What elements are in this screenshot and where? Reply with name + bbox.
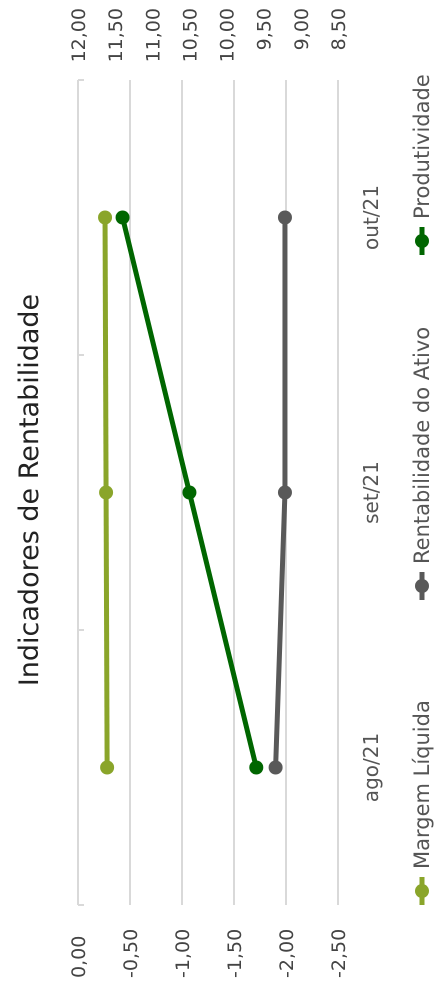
legend-item: Margem Líquida [410, 700, 434, 905]
data-point [277, 485, 292, 500]
data-point [182, 485, 197, 500]
legend-swatch-marker [415, 579, 429, 593]
category-label: ago/21 [359, 733, 383, 802]
left-axis-tick-label: 0,00 [68, 936, 90, 978]
data-point [115, 210, 130, 225]
left-axis-tick-label: -1,50 [224, 929, 246, 978]
right-axis-tick-label: 10,00 [217, 8, 239, 62]
title-group: Indicadores de Rentabilidade [14, 294, 45, 686]
legend-label: Rentabilidade do Ativo [410, 327, 434, 564]
data-point [99, 485, 114, 500]
right-axis-tick-label: 8,50 [328, 8, 350, 50]
category-label: set/21 [359, 461, 383, 524]
data-point [100, 760, 115, 775]
right-axis-tick-label: 9,50 [254, 8, 276, 50]
data-point [268, 760, 283, 775]
series-layer [98, 210, 292, 775]
legend: Margem Líquida Rentabilidade do Ativo Prod… [410, 74, 434, 905]
legend-label: Margem Líquida [410, 700, 434, 869]
right-axis-tick-label: 10,50 [179, 8, 201, 62]
data-point [249, 760, 264, 775]
legend-item: Produtividade [410, 74, 434, 255]
left-axis-tick-label: -2,00 [276, 929, 298, 978]
legend-swatch-marker [415, 234, 429, 248]
axes: 0,00 -0,50 -1,00 -1,50 -2,00 -2,50 12,00 11,50 1… [68, 8, 383, 978]
right-axis-tick-label: 12,00 [68, 8, 90, 62]
chart-title: Indicadores de Rentabilidade [14, 294, 45, 686]
gridlines [129, 80, 339, 905]
category-label: out/21 [359, 185, 383, 250]
right-axis-tick-label: 11,50 [105, 8, 127, 62]
legend-swatch-marker [415, 884, 429, 898]
data-point [277, 210, 292, 225]
legend-label: Produtividade [410, 74, 434, 219]
series-Rentabilidade do Ativo [268, 210, 292, 775]
series-Margem Líquida [98, 210, 115, 775]
right-axis-tick-label: 11,00 [142, 8, 164, 62]
right-axis-tick-label: 9,00 [291, 8, 313, 50]
left-axis-tick-label: -0,50 [120, 929, 142, 978]
data-point [98, 210, 113, 225]
legend-item: Rentabilidade do Ativo [410, 327, 434, 600]
left-axis-tick-label: -2,50 [328, 929, 350, 978]
left-axis-tick-label: -1,00 [172, 929, 194, 978]
series-Produtividade [115, 210, 264, 775]
